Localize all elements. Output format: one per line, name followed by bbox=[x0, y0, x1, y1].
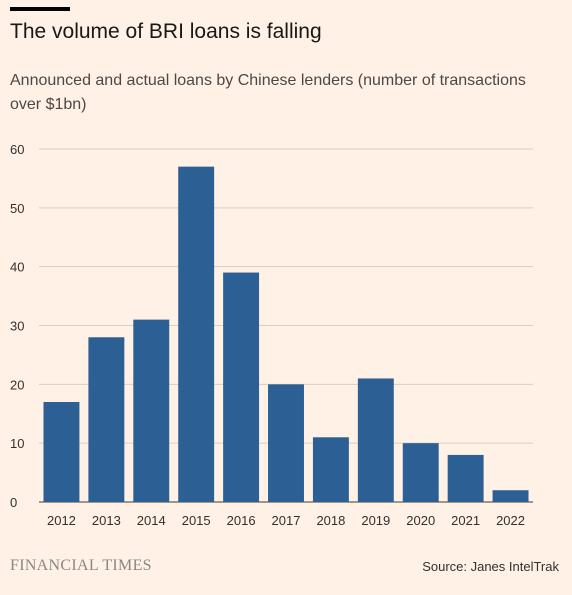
bar bbox=[447, 454, 484, 502]
x-tick-label: 2015 bbox=[182, 513, 211, 528]
chart-title: The volume of BRI loans is falling bbox=[10, 20, 322, 43]
bar bbox=[178, 166, 215, 502]
x-tick-label: 2014 bbox=[137, 513, 166, 528]
x-tick-label: 2022 bbox=[496, 513, 525, 528]
y-tick-label: 60 bbox=[10, 142, 24, 157]
x-tick-label: 2019 bbox=[361, 513, 390, 528]
source-note: Source: Janes IntelTrak bbox=[422, 559, 559, 574]
x-tick-label: 2018 bbox=[316, 513, 345, 528]
title-accent-rule bbox=[10, 7, 70, 11]
y-tick-label: 20 bbox=[10, 377, 24, 392]
y-tick-label: 40 bbox=[10, 260, 24, 275]
x-tick-label: 2020 bbox=[406, 513, 435, 528]
x-tick-label: 2021 bbox=[451, 513, 480, 528]
bar bbox=[133, 319, 170, 502]
bar bbox=[357, 378, 394, 502]
y-tick-label: 30 bbox=[10, 319, 24, 334]
bar-chart: 0 10 20 30 40 50 60 2012 2013 2014 2015 2016 2017 201… bbox=[10, 142, 533, 528]
bar bbox=[88, 337, 125, 502]
brand-logo: FINANCIAL TIMES bbox=[10, 557, 152, 574]
y-tick-label: 0 bbox=[10, 495, 17, 510]
x-tick-label: 2012 bbox=[47, 513, 76, 528]
bar bbox=[492, 490, 529, 502]
chart-subtitle: Announced and actual loans by Chinese le… bbox=[10, 72, 526, 113]
x-tick-label: 2013 bbox=[92, 513, 121, 528]
bar bbox=[312, 437, 349, 502]
x-tick-label: 2016 bbox=[227, 513, 256, 528]
bar bbox=[402, 443, 439, 502]
y-tick-label: 10 bbox=[10, 436, 24, 451]
y-tick-label: 50 bbox=[10, 201, 24, 216]
bar bbox=[268, 384, 304, 502]
bar bbox=[43, 401, 80, 502]
bar bbox=[223, 272, 260, 502]
x-tick-label: 2017 bbox=[272, 513, 301, 528]
